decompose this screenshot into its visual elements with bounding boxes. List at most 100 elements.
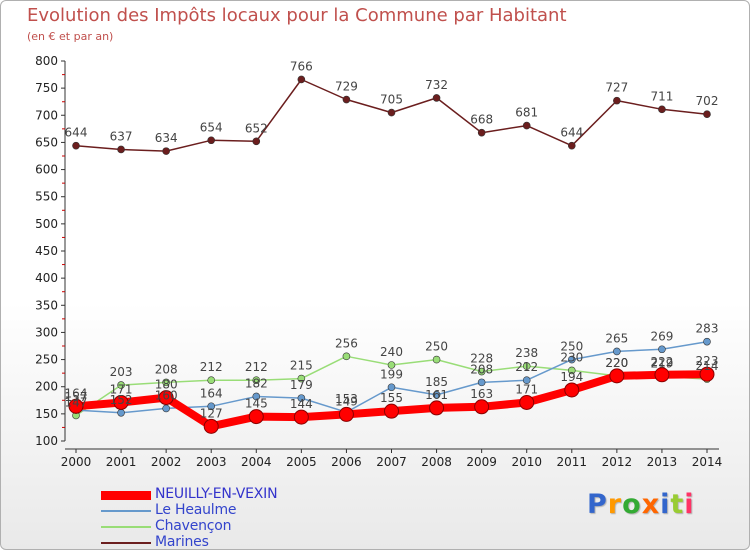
data-point <box>613 96 621 105</box>
data-label: 164 <box>65 386 88 400</box>
data-point <box>432 391 441 399</box>
data-point <box>117 145 125 154</box>
logo-letter: x <box>641 489 661 520</box>
y-tick-label: 200 <box>35 380 58 394</box>
data-label: 265 <box>605 331 628 345</box>
data-point <box>293 409 309 425</box>
y-tick-label: 100 <box>35 434 58 448</box>
data-point <box>68 398 84 414</box>
data-label: 220 <box>605 356 628 370</box>
data-point <box>248 409 264 425</box>
y-tick-label: 350 <box>35 298 58 312</box>
data-label: 208 <box>155 362 178 376</box>
data-point <box>384 403 399 419</box>
data-label: 185 <box>425 375 448 389</box>
data-label: 230 <box>560 350 583 364</box>
logo-letter: P <box>587 489 608 520</box>
data-point <box>658 345 666 354</box>
data-point <box>297 75 306 84</box>
data-label: 212 <box>245 360 268 374</box>
data-label: 702 <box>696 94 719 108</box>
data-label: 652 <box>245 121 268 135</box>
data-point <box>207 136 216 145</box>
data-label: 203 <box>110 365 133 379</box>
data-label: 127 <box>200 406 223 420</box>
data-label: 153 <box>335 392 358 406</box>
x-tick-label: 2006 <box>331 455 362 469</box>
logo-letter: i <box>684 489 695 520</box>
y-tick-label: 450 <box>35 244 58 258</box>
data-label: 155 <box>380 391 403 405</box>
data-label: 269 <box>650 329 673 343</box>
data-point <box>387 108 396 117</box>
data-point <box>162 147 170 155</box>
data-point <box>703 110 711 118</box>
data-point <box>522 376 531 385</box>
data-point <box>297 394 306 402</box>
data-point <box>162 378 170 387</box>
data-label: 152 <box>110 393 133 407</box>
data-label: 208 <box>470 362 493 376</box>
legend-swatch <box>101 526 151 528</box>
x-tick-label: 2002 <box>151 455 182 469</box>
data-point <box>113 394 129 410</box>
y-tick-label: 750 <box>35 81 58 95</box>
data-label: 681 <box>515 106 538 120</box>
data-label: 256 <box>335 336 358 350</box>
data-point <box>252 392 261 401</box>
data-point <box>477 128 486 137</box>
data-point <box>72 141 80 150</box>
data-label: 668 <box>470 113 493 127</box>
logo-letter: t <box>670 489 685 520</box>
data-label: 711 <box>650 89 673 103</box>
data-point <box>432 94 441 102</box>
data-label: 180 <box>155 378 178 392</box>
data-point <box>658 105 666 114</box>
y-tick-label: 550 <box>35 190 58 204</box>
data-label: 212 <box>200 360 223 374</box>
data-point <box>387 361 396 369</box>
axes: 100 150 200 250 300 350 400 450 500 550 600 650 700 7… <box>35 54 722 469</box>
y-tick-label: 250 <box>35 353 58 367</box>
legend-swatch <box>101 510 151 512</box>
data-label: 147 <box>65 395 88 409</box>
data-point <box>567 355 576 364</box>
x-tick-label: 2009 <box>466 455 497 469</box>
data-label: 194 <box>560 370 583 384</box>
chart-title: Evolution des Impôts locaux pour la Comm… <box>27 5 567 26</box>
data-label: 250 <box>560 340 583 354</box>
x-tick-label: 2005 <box>286 455 317 469</box>
data-label: 223 <box>696 354 719 368</box>
data-label: 222 <box>650 355 673 369</box>
data-point <box>609 368 625 384</box>
series-lines <box>68 75 715 434</box>
y-tick-label: 600 <box>35 163 58 177</box>
logo-letter: i <box>660 489 671 520</box>
data-label: 729 <box>335 80 358 94</box>
data-label: 149 <box>335 394 358 408</box>
data-point <box>477 378 486 387</box>
data-label: 637 <box>110 129 133 143</box>
data-point <box>519 394 535 410</box>
data-point <box>564 382 580 398</box>
data-labels: 164 171 180 127 145 144 149 155 161 163 171 194 220 2… <box>65 59 719 420</box>
data-point <box>342 352 351 361</box>
data-label: 199 <box>380 367 403 381</box>
x-tick-label: 2014 <box>692 455 723 469</box>
data-label: 171 <box>110 382 133 396</box>
data-label: 160 <box>155 388 178 402</box>
data-label: 228 <box>470 352 493 366</box>
logo-letter: o <box>622 489 642 520</box>
data-label: 212 <box>515 360 538 374</box>
data-label: 283 <box>696 322 719 336</box>
data-label: 219 <box>650 356 673 370</box>
data-label: 164 <box>200 386 223 400</box>
x-tick-label: 2003 <box>196 455 227 469</box>
data-label: 250 <box>425 340 448 354</box>
data-label: 634 <box>155 131 178 145</box>
data-point <box>297 374 306 383</box>
data-label: 179 <box>290 378 313 392</box>
data-point <box>522 362 531 370</box>
data-point <box>338 406 354 422</box>
